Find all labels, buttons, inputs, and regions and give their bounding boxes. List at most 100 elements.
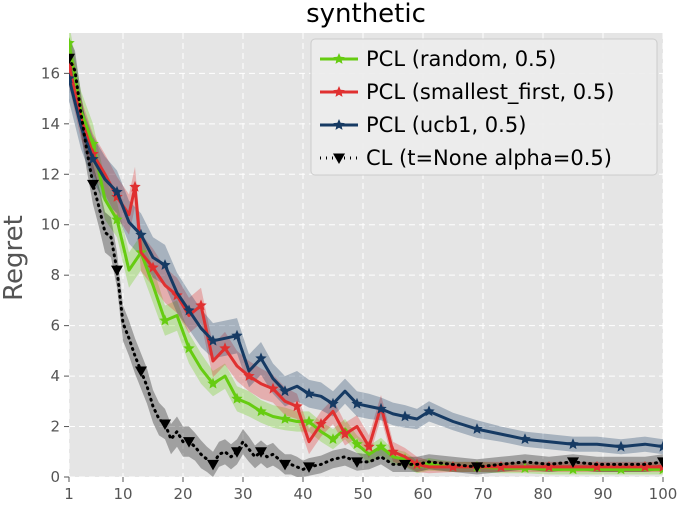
y-tick-label: 14 [41,115,60,133]
plot-area: 1 10 20 30 40 50 60 70 80 90 100 0 2 4 6 8 10 12 14 16 PCL (… [41,33,677,503]
data-point [303,415,315,427]
legend: PCL (random, 0.5) PCL (smallest_first, 0.… [310,38,658,176]
legend-label: PCL (random, 0.5) [366,47,556,71]
y-tick-label: 6 [50,317,60,335]
series-line-3 [69,56,663,471]
data-point [543,460,555,472]
chart-title: synthetic [306,0,426,29]
data-point [69,53,75,65]
y-tick-label: 12 [41,165,60,183]
series-line-1 [69,64,663,469]
data-point [519,433,531,444]
x-tick-label: 30 [233,485,252,503]
data-point [615,463,627,475]
data-point [567,438,579,450]
x-tick-label: 40 [293,485,312,503]
data-point [207,459,219,471]
x-tick-label: 50 [353,485,372,503]
x-tick-label: 80 [533,485,552,503]
data-point [267,382,279,394]
data-point [183,437,195,448]
data-point [87,153,99,164]
data-point [231,392,243,404]
data-point [207,334,219,346]
data-point [135,366,147,378]
y-tick-label: 8 [50,266,60,284]
data-point [195,299,207,311]
data-point [87,179,99,191]
x-tick-label: 90 [593,485,612,503]
data-point [327,433,339,444]
x-tick-label: 20 [173,485,192,503]
data-point [111,265,123,277]
data-point [183,304,195,316]
data-point [447,460,459,472]
data-point [363,440,375,452]
data-point [375,402,387,414]
data-point [567,457,579,468]
y-tick-label: 16 [41,64,60,82]
y-tick-label: 10 [41,216,60,234]
data-point [495,460,507,472]
data-point [255,447,267,458]
data-point [159,314,171,326]
x-tick-label: 100 [649,485,678,503]
axes: 1 10 20 30 40 50 60 70 80 90 100 0 2 4 6 8 10 12 14 16 [41,64,677,503]
legend-label: PCL (smallest_first, 0.5) [366,80,614,105]
y-tick-label: 4 [50,367,60,385]
y-tick-label: 2 [50,418,60,436]
data-point [615,440,627,452]
data-point [471,462,483,473]
data-point [69,37,75,48]
data-point [327,397,339,409]
data-point [147,261,159,273]
data-point [351,397,363,409]
data-point [279,459,291,471]
legend-box [310,38,658,176]
data-point [591,460,603,472]
data-point [657,440,663,452]
x-tick-label: 10 [113,485,132,503]
y-axis-label: Regret [0,215,29,301]
data-point [567,463,579,475]
data-point [135,228,147,240]
data-point [399,459,411,471]
data-point [129,180,141,192]
data-point [255,405,267,417]
data-point [111,213,123,225]
series-layer [69,33,663,477]
data-point [279,385,291,397]
data-point [351,457,363,468]
legend-label: CL (t=None alpha=0.5) [366,146,612,170]
data-point [351,438,363,450]
data-point [183,342,195,354]
x-tick-label: 1 [64,485,74,503]
data-point [303,462,315,473]
data-point [315,418,327,429]
data-point [657,457,663,468]
data-point [231,447,243,458]
data-point [159,259,171,270]
y-tick-label: 0 [50,468,60,486]
data-point [657,460,663,472]
data-point [207,377,219,389]
data-point [111,185,123,197]
data-point [375,440,387,452]
data-point [69,72,75,84]
data-point [231,329,243,341]
confidence-band-1 [69,45,663,474]
data-point [639,460,651,472]
legend-swatch-marker [333,86,345,97]
legend-swatch-marker [333,153,345,164]
data-point [339,428,351,439]
data-point [303,387,315,399]
data-point [243,370,255,381]
legend-swatch-marker [333,53,345,64]
data-point [279,413,291,424]
data-point [399,410,411,422]
data-point [291,400,303,412]
data-point [471,423,483,434]
data-point [423,405,435,417]
x-tick-label: 60 [413,485,432,503]
